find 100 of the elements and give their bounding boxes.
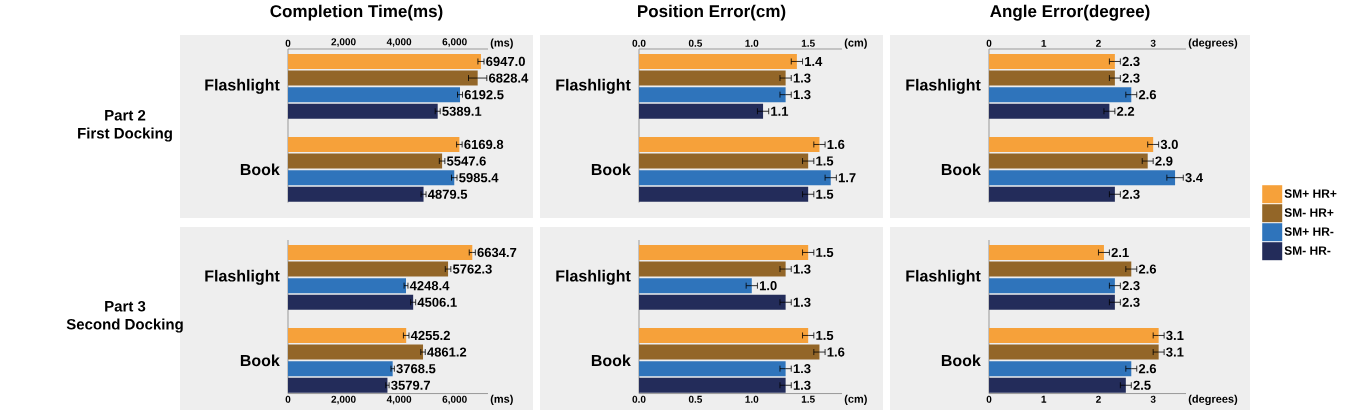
bar <box>639 170 831 186</box>
bar <box>639 87 786 103</box>
data-label: 4506.1 <box>417 297 457 307</box>
bar <box>288 170 455 186</box>
data-label: 2.3 <box>1122 189 1140 199</box>
bar <box>288 87 461 103</box>
y-tick-label: Flashlight <box>205 269 280 285</box>
data-label: 1.5 <box>816 156 834 166</box>
data-label: 2.2 <box>1117 106 1135 116</box>
bar <box>989 361 1132 377</box>
bar <box>989 87 1132 103</box>
data-label: 1.1 <box>771 106 789 116</box>
data-label: 1.5 <box>816 247 834 257</box>
bar <box>639 278 752 294</box>
x-tick-label: 0 <box>285 395 291 403</box>
data-label: 4861.2 <box>427 347 467 357</box>
legend-label: SM+ HR- <box>1284 227 1334 236</box>
data-label: 1.3 <box>793 364 811 374</box>
x-tick-label: 0 <box>285 39 291 47</box>
data-label: 2.9 <box>1155 156 1173 166</box>
data-label: 6634.7 <box>477 247 517 258</box>
bar <box>288 153 443 169</box>
data-label: 2.3 <box>1122 73 1140 83</box>
data-label: 6947.0 <box>486 56 525 67</box>
data-label: 5547.6 <box>446 156 486 166</box>
data-label: 3.1 <box>1166 330 1184 341</box>
bar <box>989 103 1110 119</box>
x-tick-label: 0.0 <box>632 39 646 47</box>
bar <box>639 261 786 277</box>
data-label: 1.3 <box>793 90 811 100</box>
bar <box>288 186 424 202</box>
data-label: 2.6 <box>1138 264 1157 274</box>
y-tick-label: Flashlight <box>906 78 981 94</box>
x-tick-label: 0.5 <box>688 395 703 403</box>
data-label: 1.4 <box>805 56 823 66</box>
bar <box>288 70 478 86</box>
legend-label: SM- HR- <box>1284 246 1331 255</box>
x-tick-label: 6,000 <box>442 38 467 47</box>
x-tick-label: 1.5 <box>801 395 815 403</box>
data-label: 5762.3 <box>452 264 492 274</box>
data-label: 1.5 <box>816 330 834 340</box>
bar <box>989 136 1154 152</box>
y-axis-title: Part 3 Second Docking <box>66 300 183 333</box>
data-label: 2.3 <box>1122 56 1140 67</box>
x-tick-label: 6,000 <box>442 395 467 405</box>
data-label: 5389.1 <box>442 106 482 116</box>
bar <box>639 136 820 152</box>
legend-label: SM+ HR+ <box>1284 189 1337 198</box>
bar <box>288 327 407 343</box>
y-axis-title: Part 2 First Docking <box>78 109 172 142</box>
data-label: 2.6 <box>1138 364 1157 374</box>
bar <box>288 261 449 277</box>
x-axis-title: (degrees) <box>1188 394 1238 406</box>
data-label: 1.3 <box>793 73 811 83</box>
data-label: 4248.4 <box>409 281 450 291</box>
x-tick-label: 2,000 <box>331 395 356 405</box>
x-tick-label: 0.0 <box>632 395 646 403</box>
data-label: 6169.8 <box>464 139 504 150</box>
bar <box>989 186 1115 202</box>
data-label: 3579.7 <box>391 380 430 390</box>
data-label: 1.3 <box>793 380 811 390</box>
data-label: 1.6 <box>827 347 845 357</box>
x-axis-title: (cm) <box>844 394 867 406</box>
bar <box>288 103 438 119</box>
x-axis-title: (degrees) <box>1188 38 1238 49</box>
bar <box>288 136 460 152</box>
data-label: 1.5 <box>816 189 834 199</box>
data-label: 3768.5 <box>396 364 436 374</box>
data-label: 2.3 <box>1122 281 1140 291</box>
bar <box>639 377 786 393</box>
bar <box>989 53 1115 69</box>
x-tick-label: 4,000 <box>386 38 412 47</box>
bar <box>989 70 1115 86</box>
bar <box>288 278 407 294</box>
x-tick-label: 1.0 <box>745 395 759 403</box>
bar <box>989 261 1132 277</box>
y-tick-label: Flashlight <box>906 269 981 285</box>
y-tick-label: Flashlight <box>205 78 280 94</box>
x-tick-label: 0 <box>986 395 992 403</box>
y-tick-label: Book <box>941 163 981 176</box>
x-tick-label: 4,000 <box>386 395 412 405</box>
bar <box>989 170 1176 186</box>
data-label: 3.4 <box>1185 173 1203 183</box>
bar <box>989 327 1159 343</box>
x-tick-label: 2 <box>1096 39 1101 47</box>
bar <box>639 327 809 343</box>
bar <box>288 344 424 360</box>
data-label: 2.3 <box>1122 297 1140 307</box>
bar <box>288 53 481 69</box>
data-label: 4255.2 <box>410 330 450 341</box>
bar <box>989 244 1104 260</box>
y-tick-label: Book <box>591 354 631 367</box>
legend-label: SM- HR+ <box>1284 208 1334 217</box>
y-tick-label: Book <box>591 163 631 176</box>
chart-title: Completion Time(ms) <box>270 4 443 21</box>
data-label: 6828.4 <box>489 73 529 83</box>
x-tick-label: 1.5 <box>801 39 815 47</box>
y-tick-label: Flashlight <box>556 78 631 94</box>
data-label: 6192.5 <box>464 90 504 100</box>
x-tick-label: 1.0 <box>745 39 759 47</box>
